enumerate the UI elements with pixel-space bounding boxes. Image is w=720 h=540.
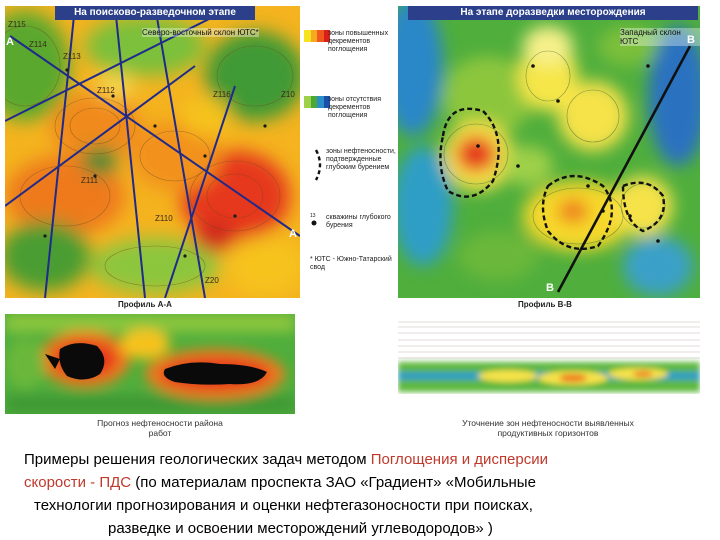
left-section-panel xyxy=(5,314,295,414)
right-section-panel xyxy=(398,314,700,414)
well-label: Z116 xyxy=(213,90,231,99)
legend-oil-zone-symbol xyxy=(314,149,322,181)
left-region-label: Северо-восточный склон ЮТС* xyxy=(142,28,259,37)
section-start-letter: B xyxy=(546,282,554,294)
left-profile-label: Профиль А-А xyxy=(118,300,172,309)
well-label: Z112 xyxy=(97,86,115,95)
caption-line2-text: (по материалам проспекта ЗАО «Градиент» … xyxy=(131,474,536,491)
caption-method-name: Поглощения и дисперсии xyxy=(370,451,549,468)
right-contour-map xyxy=(398,6,700,298)
legend-swatch-high xyxy=(304,30,330,42)
well-label: Z114 xyxy=(29,40,47,49)
caption-line1-text: Примеры решения геологических задач мето… xyxy=(24,451,371,468)
svg-text:13: 13 xyxy=(310,213,316,219)
legend-text-absent: зоны отсутствия декрементов поглощения xyxy=(328,96,381,119)
caption-line3: технологии прогнозирования и оценки нефт… xyxy=(34,497,533,514)
right-section-image xyxy=(398,314,700,414)
right-section-caption: Уточнение зон нефтеносности выявленных п… xyxy=(462,418,634,438)
legend: зоны повышенных декрементов поглощения з… xyxy=(304,30,396,290)
right-region-label: Западный склон ЮТС xyxy=(620,28,700,46)
legend-text-oil: зоны нефтеносности, подтвержденные глубо… xyxy=(326,148,396,171)
legend-footnote: * ЮТС - Южно-Татарский свод xyxy=(310,256,392,271)
left-map-panel: На поисково-разведочном этапе Северо-вос… xyxy=(5,6,300,298)
legend-text-wells: скважины глубокого бурения xyxy=(326,214,391,229)
well-label: Z110 xyxy=(155,214,173,223)
legend-text-high: зоны повышенных декрементов поглощения xyxy=(328,30,389,53)
left-contour-map xyxy=(5,6,300,298)
legend-swatch-absent xyxy=(304,96,330,108)
right-panel-header: На этапе доразведки месторождения xyxy=(408,6,698,20)
well-label: Z115 xyxy=(8,20,26,29)
right-map-panel: На этапе доразведки месторождения Западн… xyxy=(398,6,700,298)
well-label: Z113 xyxy=(63,52,81,61)
left-section-image xyxy=(5,314,295,414)
caption-line4: разведке и освоении месторождений углево… xyxy=(108,520,493,537)
figure-caption: Примеры решения геологических задач мето… xyxy=(0,448,720,540)
section-end-letter: A xyxy=(289,228,297,240)
caption-method-abbr: скорости - ПДС xyxy=(24,474,132,491)
well-label: Z111 xyxy=(81,176,99,185)
left-section-caption: Прогноз нефтеносности района работ xyxy=(97,418,223,438)
section-start-letter: A xyxy=(6,36,14,48)
left-panel-header: На поисково-разведочном этапе xyxy=(55,6,255,20)
well-label: Z20 xyxy=(205,276,219,285)
right-profile-label: Профиль В-В xyxy=(518,300,572,309)
well-label: Z10 xyxy=(281,90,295,99)
legend-well-symbol: 13 xyxy=(310,213,317,226)
section-end-letter: B xyxy=(687,34,695,46)
